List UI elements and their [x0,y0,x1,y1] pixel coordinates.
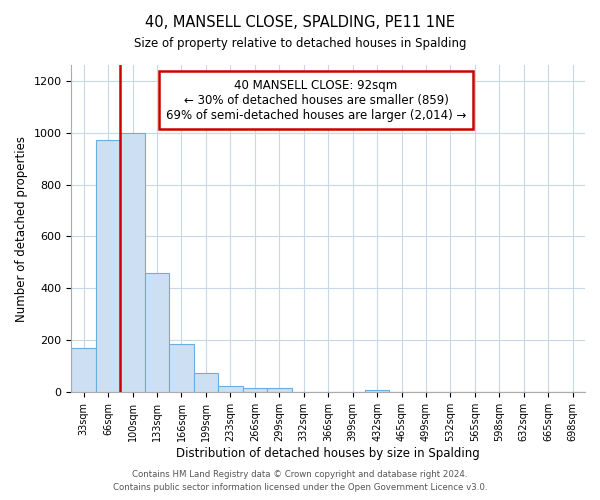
Text: 40 MANSELL CLOSE: 92sqm
← 30% of detached houses are smaller (859)
69% of semi-d: 40 MANSELL CLOSE: 92sqm ← 30% of detache… [166,78,466,122]
Text: Size of property relative to detached houses in Spalding: Size of property relative to detached ho… [134,38,466,51]
Bar [169,344,194,393]
Text: Contains HM Land Registry data © Crown copyright and database right 2024.
Contai: Contains HM Land Registry data © Crown c… [113,470,487,492]
Bar [194,373,218,392]
X-axis label: Distribution of detached houses by size in Spalding: Distribution of detached houses by size … [176,447,480,460]
Bar [267,388,292,392]
Bar [145,273,169,392]
Bar [71,348,96,393]
Bar [218,386,242,392]
Bar [96,140,121,392]
Bar [365,390,389,392]
Y-axis label: Number of detached properties: Number of detached properties [15,136,28,322]
Text: 40, MANSELL CLOSE, SPALDING, PE11 1NE: 40, MANSELL CLOSE, SPALDING, PE11 1NE [145,15,455,30]
Bar [242,388,267,392]
Bar [121,132,145,392]
